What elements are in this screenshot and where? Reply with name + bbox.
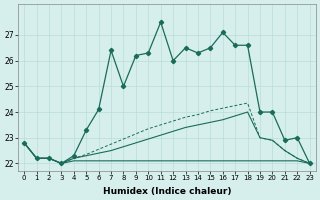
X-axis label: Humidex (Indice chaleur): Humidex (Indice chaleur) bbox=[103, 187, 231, 196]
